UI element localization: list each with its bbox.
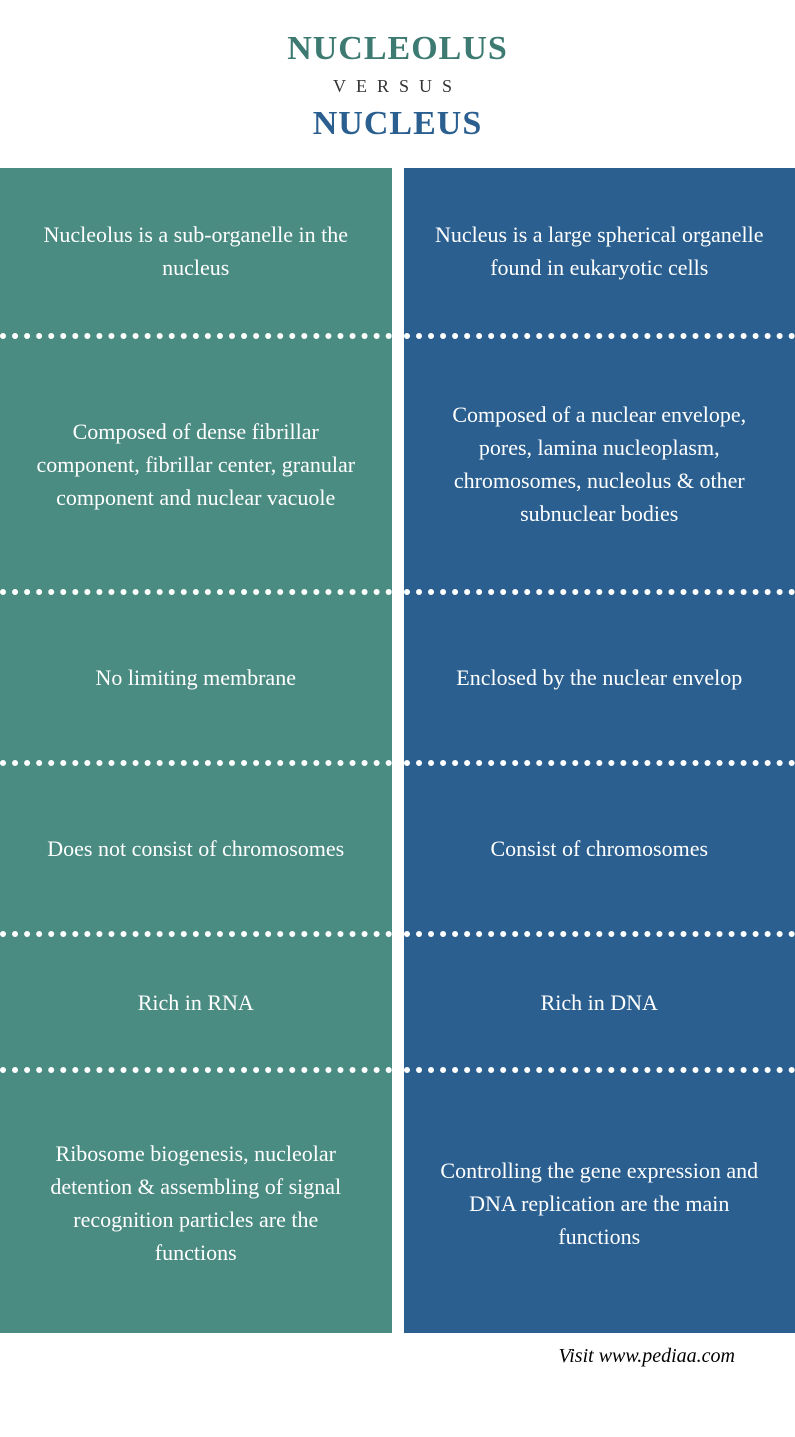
title-right-subject: NUCLEUS bbox=[0, 105, 795, 143]
right-cell-4: Rich in DNA bbox=[404, 937, 795, 1067]
right-cell-1: Composed of a nuclear envelope, pores, l… bbox=[404, 339, 795, 589]
right-column: Nucleus is a large spherical organelle f… bbox=[404, 168, 795, 1333]
title-left-subject: NUCLEOLUS bbox=[0, 30, 795, 68]
left-column: Nucleolus is a sub-organelle in the nucl… bbox=[0, 168, 392, 1333]
left-cell-0: Nucleolus is a sub-organelle in the nucl… bbox=[0, 168, 392, 333]
left-cell-4: Rich in RNA bbox=[0, 937, 392, 1067]
versus-label: VERSUS bbox=[0, 76, 795, 97]
footer-credit: Visit www.pediaa.com bbox=[0, 1333, 795, 1388]
left-cell-5: Ribosome biogenesis, nucleolar detention… bbox=[0, 1073, 392, 1333]
right-cell-2: Enclosed by the nuclear envelop bbox=[404, 595, 795, 760]
left-cell-1: Composed of dense fibrillar component, f… bbox=[0, 339, 392, 589]
left-cell-2: No limiting membrane bbox=[0, 595, 392, 760]
comparison-infographic: NUCLEOLUS VERSUS NUCLEUS Nucleolus is a … bbox=[0, 0, 795, 1388]
comparison-columns: Nucleolus is a sub-organelle in the nucl… bbox=[0, 168, 795, 1333]
left-cell-3: Does not consist of chromosomes bbox=[0, 766, 392, 931]
right-cell-0: Nucleus is a large spherical organelle f… bbox=[404, 168, 795, 333]
right-cell-5: Controlling the gene expression and DNA … bbox=[404, 1073, 795, 1333]
header: NUCLEOLUS VERSUS NUCLEUS bbox=[0, 0, 795, 168]
right-cell-3: Consist of chromosomes bbox=[404, 766, 795, 931]
